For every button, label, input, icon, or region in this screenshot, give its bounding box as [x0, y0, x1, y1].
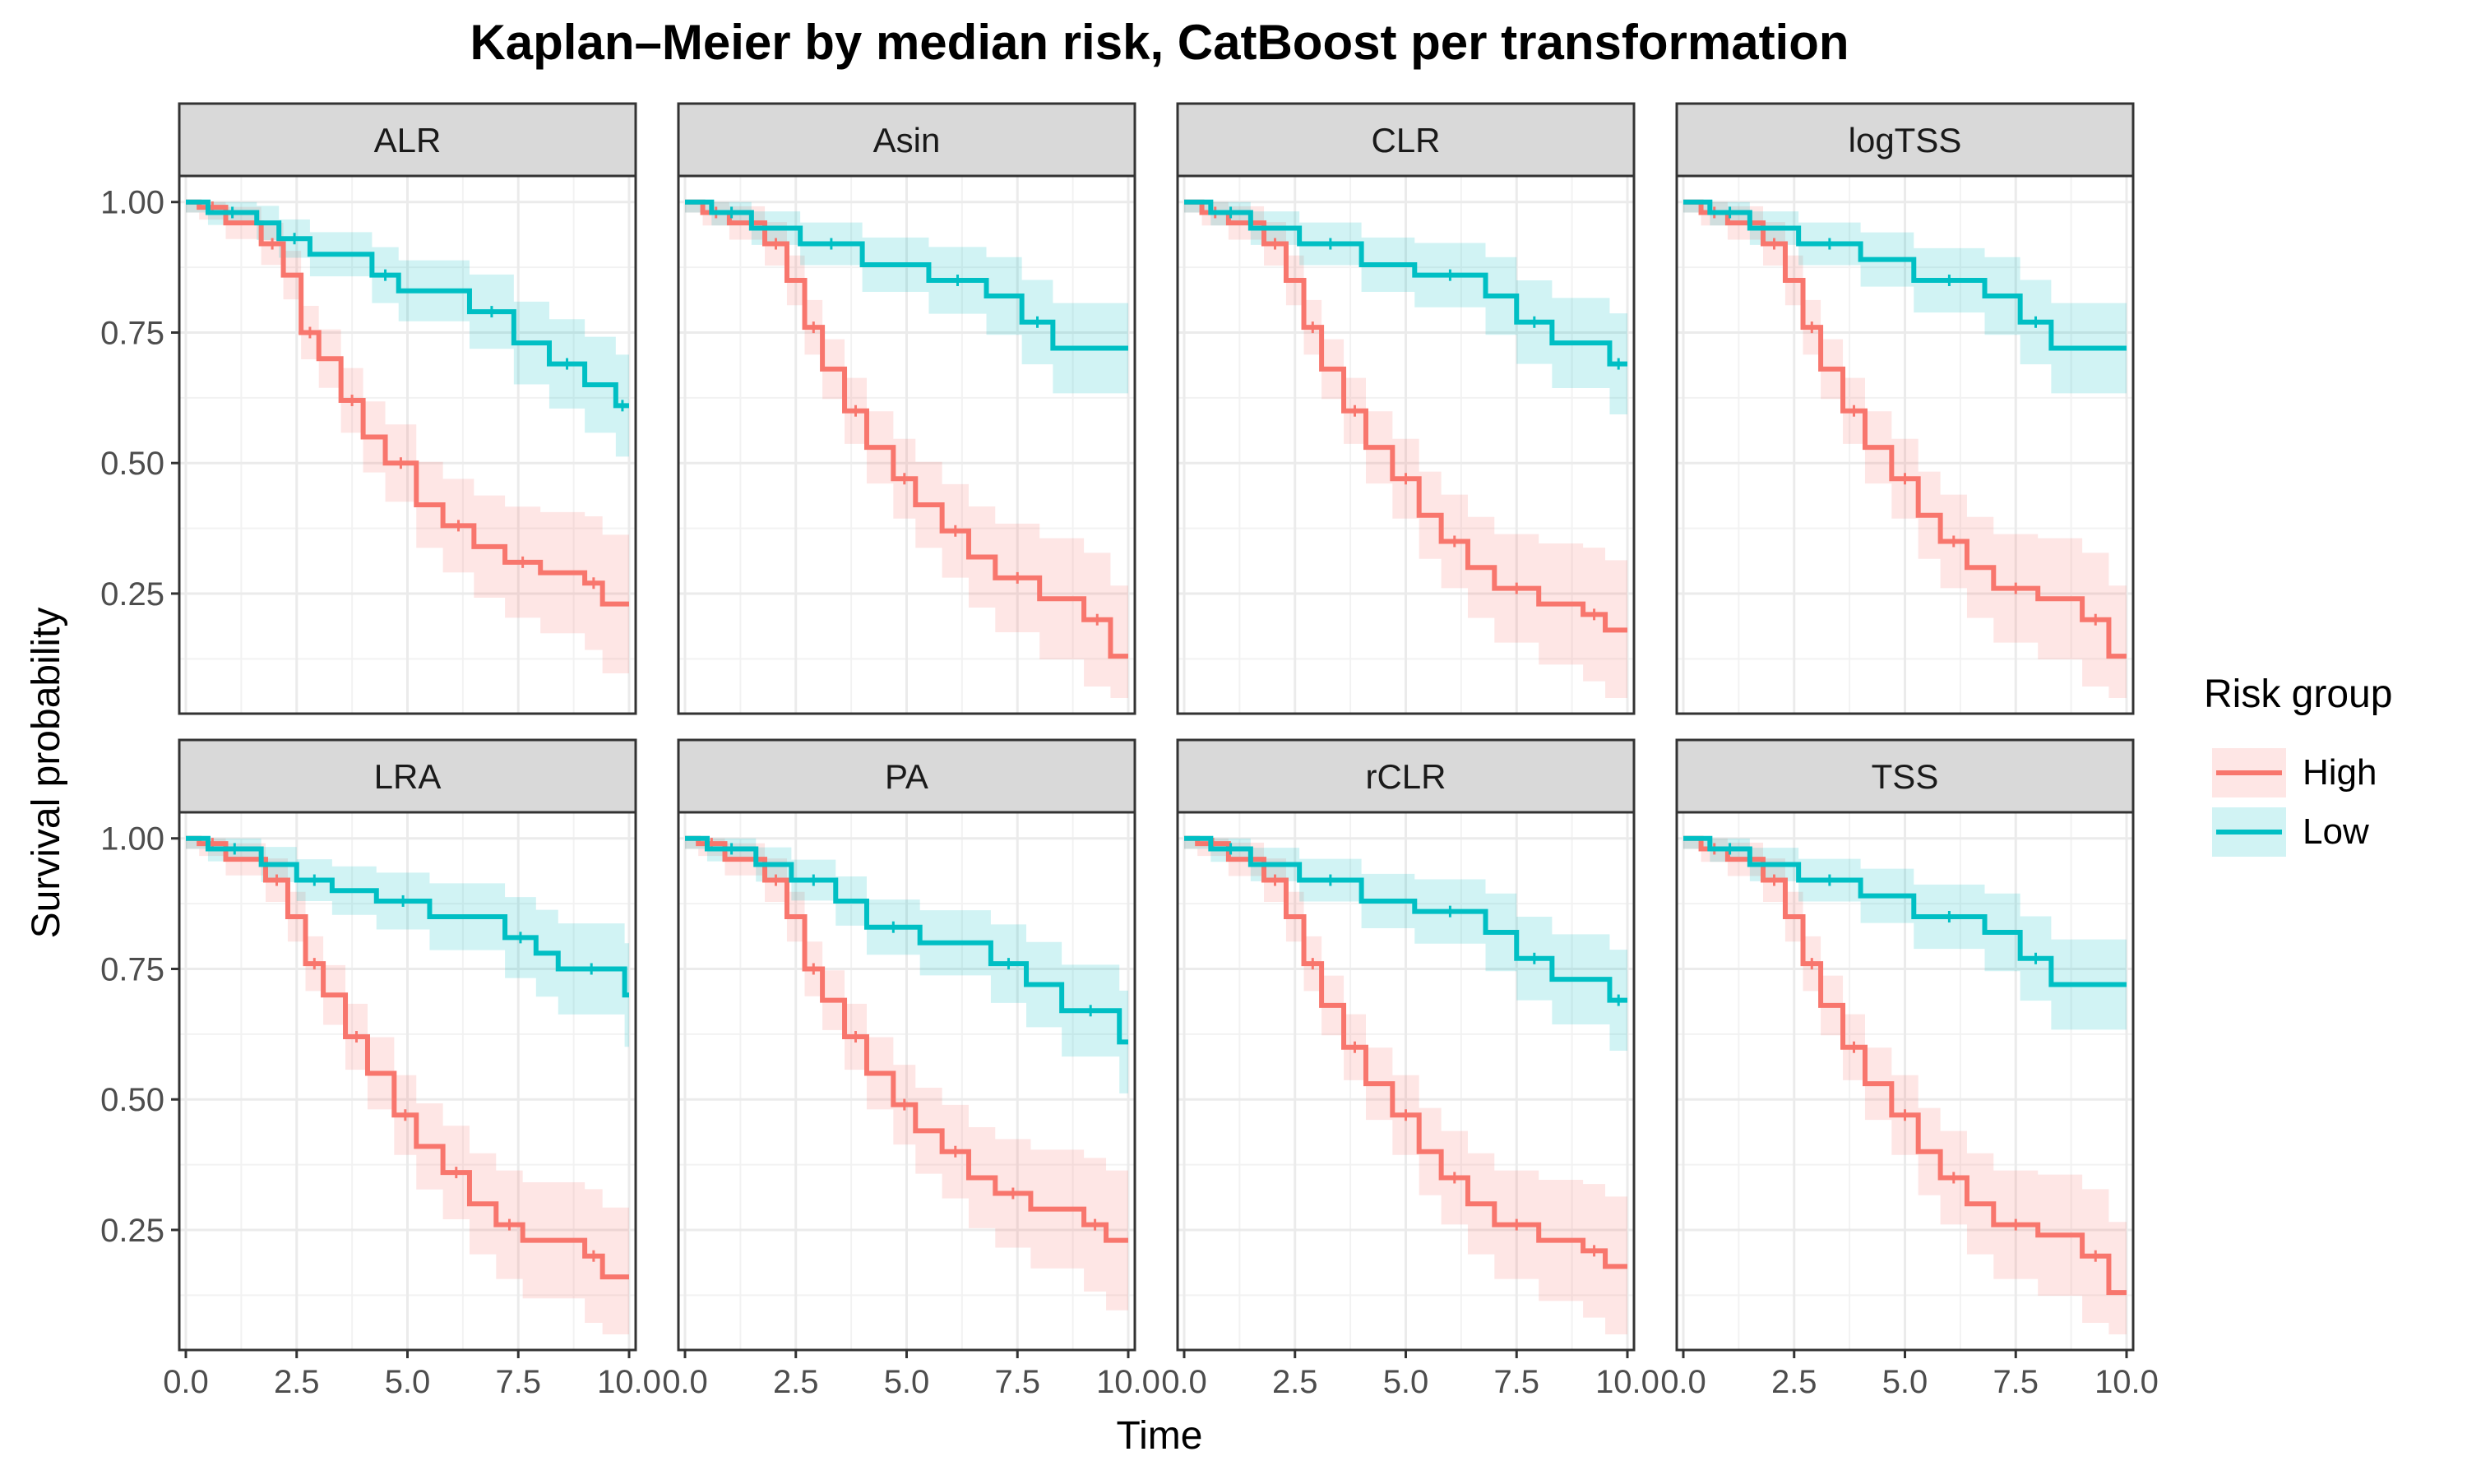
x-tick-label: 2.5 — [773, 1364, 819, 1400]
survival-curve-low — [1683, 199, 2127, 351]
facet-strip — [1176, 102, 1636, 178]
survival-curve-low — [1683, 835, 2127, 987]
y-tick-label: 0.75 — [100, 315, 164, 351]
confidence-band-high — [186, 838, 629, 1334]
x-tick-label: 0.0 — [163, 1364, 209, 1400]
survival-curve-low — [685, 199, 1128, 351]
facet-label: rCLR — [1365, 757, 1446, 796]
legend-label-high: High — [2303, 752, 2377, 793]
survival-curve-high — [685, 835, 1128, 1243]
facet-label: ALR — [374, 121, 442, 159]
facet-strip — [1675, 738, 2135, 814]
legend-entries: High Low — [2212, 748, 2377, 857]
survival-curve-high — [186, 199, 629, 607]
facet-panels: ALR 0.25 0.50 0.75 1.00 Asin CLR logTSS LRA 0.25 0… — [100, 102, 2159, 1400]
x-tick-label: 7.5 — [1993, 1364, 2039, 1400]
legend-title: Risk group — [2204, 673, 2392, 716]
y-tick-label: 0.25 — [100, 1213, 164, 1249]
panel-border — [1176, 174, 1636, 715]
survival-curve-high — [1184, 835, 1627, 1269]
facet-strip — [677, 738, 1136, 814]
facet-rclr: rCLR 0.0 2.5 5.0 7.5 10.0 — [1161, 738, 1659, 1400]
facet-pa: PA 0.0 2.5 5.0 7.5 10.0 — [662, 738, 1160, 1400]
facet-strip — [178, 102, 637, 178]
confidence-band-low — [1184, 201, 1627, 415]
confidence-band-low — [186, 201, 629, 457]
confidence-band-high — [1683, 201, 2127, 698]
survival-curve-high — [186, 835, 629, 1280]
confidence-band-low — [1184, 838, 1627, 1052]
confidence-band-high — [1683, 838, 2127, 1334]
y-tick-label: 0.75 — [100, 951, 164, 987]
x-tick-label: 2.5 — [1771, 1364, 1817, 1400]
x-tick-label: 0.0 — [662, 1364, 708, 1400]
facet-strip — [677, 102, 1136, 178]
y-axis-label: Survival probability — [25, 608, 68, 939]
facet-label: CLR — [1371, 121, 1440, 159]
confidence-band-low — [186, 838, 629, 1047]
y-tick-label: 1.00 — [100, 821, 164, 858]
x-tick-label: 2.5 — [1272, 1364, 1318, 1400]
panel-border — [677, 174, 1136, 715]
survival-curve-low — [1184, 199, 1627, 367]
facet-clr: CLR — [1176, 102, 1636, 715]
x-tick-label: 2.5 — [274, 1364, 320, 1400]
y-tick-label: 0.50 — [100, 446, 164, 482]
survival-curve-low — [186, 199, 629, 409]
y-tick-label: 1.00 — [100, 185, 164, 221]
confidence-band-high — [1184, 838, 1627, 1334]
confidence-band-low — [685, 838, 1128, 1093]
facet-label: TSS — [1872, 757, 1939, 796]
legend-label-low: Low — [2303, 811, 2369, 852]
x-axis-label: Time — [1117, 1414, 1203, 1458]
chart-title: Kaplan–Meier by median risk, CatBoost pe… — [470, 15, 1849, 70]
facet-lra: LRA 0.25 0.50 0.75 1.00 0.0 2.5 5.0 7.5 10.0 — [100, 738, 661, 1400]
facet-label: Asin — [873, 121, 941, 159]
facet-strip — [178, 738, 637, 814]
facet-logtss: logTSS — [1675, 102, 2135, 715]
survival-curve-low — [1184, 835, 1627, 1003]
x-tick-label: 10.0 — [1595, 1364, 1659, 1400]
x-tick-label: 10.0 — [1096, 1364, 1160, 1400]
y-tick-label: 0.50 — [100, 1082, 164, 1118]
facet-alr: ALR 0.25 0.50 0.75 1.00 — [100, 102, 637, 715]
x-tick-label: 10.0 — [2094, 1364, 2159, 1400]
facet-asin: Asin — [677, 102, 1136, 715]
facet-label: PA — [885, 757, 928, 796]
survival-curve-high — [1683, 835, 2127, 1296]
x-tick-label: 0.0 — [1660, 1364, 1706, 1400]
x-tick-label: 7.5 — [1493, 1364, 1539, 1400]
panel-border — [178, 174, 637, 715]
x-tick-label: 10.0 — [597, 1364, 661, 1400]
survival-curve-high — [1184, 199, 1627, 633]
x-tick-label: 0.0 — [1161, 1364, 1207, 1400]
confidence-band-high — [186, 201, 629, 673]
x-tick-label: 5.0 — [1383, 1364, 1429, 1400]
x-tick-label: 5.0 — [385, 1364, 431, 1400]
panel-border — [1675, 174, 2135, 715]
x-tick-label: 5.0 — [884, 1364, 930, 1400]
survival-curve-high — [1683, 199, 2127, 659]
facet-strip — [1675, 102, 2135, 178]
x-tick-label: 7.5 — [994, 1364, 1040, 1400]
facet-label: LRA — [374, 757, 442, 796]
facet-label: logTSS — [1849, 121, 1962, 159]
confidence-band-high — [1184, 201, 1627, 698]
x-tick-label: 5.0 — [1882, 1364, 1928, 1400]
survival-curve-high — [685, 199, 1128, 659]
x-tick-label: 7.5 — [495, 1364, 541, 1400]
legend: Risk group High Low — [2204, 673, 2392, 857]
y-tick-label: 0.25 — [100, 576, 164, 613]
facet-tss: TSS 0.0 2.5 5.0 7.5 10.0 — [1660, 738, 2159, 1400]
